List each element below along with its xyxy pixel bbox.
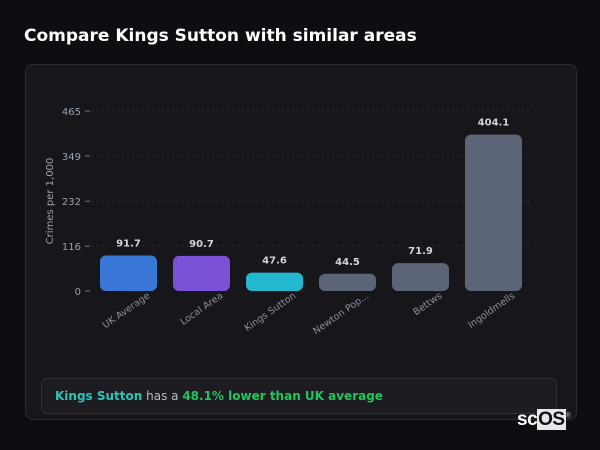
x-tick-label: Kings Sutton xyxy=(243,290,299,334)
x-tick-label: Newton Pop... xyxy=(311,290,371,337)
x-tick-label: Local Area xyxy=(178,290,225,327)
bar-value-label: 90.7 xyxy=(189,239,214,250)
y-tick-label: 116 xyxy=(62,242,81,253)
summary-comparison: 48.1% lower than UK average xyxy=(182,389,383,403)
x-tick-label: UK Average xyxy=(101,290,153,331)
bar xyxy=(173,255,230,291)
bar-value-label: 47.6 xyxy=(262,256,287,267)
y-tick-label: 232 xyxy=(62,197,81,208)
bar xyxy=(246,272,303,291)
summary-area: Kings Sutton xyxy=(55,389,143,403)
bar-value-label: 44.5 xyxy=(335,257,360,268)
summary-middle: has a xyxy=(142,389,183,403)
logo: scOS® xyxy=(517,409,571,430)
bar xyxy=(392,263,449,291)
bar xyxy=(319,273,376,291)
y-axis-label: Crimes per 1,000 xyxy=(45,158,56,245)
bar-value-label: 404.1 xyxy=(478,118,510,129)
comparison-summary: Kings Sutton has a 48.1% lower than UK a… xyxy=(41,378,557,414)
bar-value-label: 71.9 xyxy=(408,246,433,257)
x-tick-label: Ingoldmells xyxy=(466,290,517,330)
y-tick-label: 349 xyxy=(62,152,81,163)
bar xyxy=(100,255,157,291)
y-tick-label: 0 xyxy=(75,287,81,298)
bar-value-label: 91.7 xyxy=(116,239,141,250)
y-tick-label: 465 xyxy=(62,107,81,118)
x-tick-label: Bettws xyxy=(411,290,444,318)
page-title: Compare Kings Sutton with similar areas xyxy=(24,26,417,46)
bar xyxy=(465,134,522,291)
